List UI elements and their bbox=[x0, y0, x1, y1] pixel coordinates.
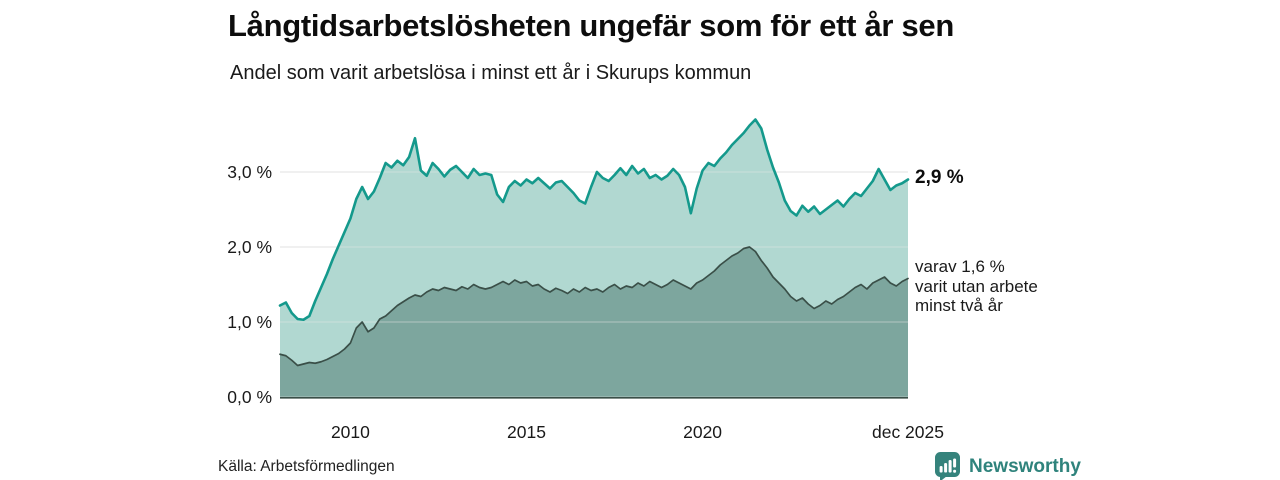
x-tick-label: 2020 bbox=[683, 422, 722, 442]
line-series-1 bbox=[279, 246, 909, 367]
page-subtitle: Andel som varit arbetslösa i minst ett å… bbox=[230, 62, 752, 84]
x-tick-label: dec 2025 bbox=[872, 422, 944, 442]
page-title: Långtidsarbetslösheten ungefär som för e… bbox=[228, 8, 955, 43]
x-tick-label: 2010 bbox=[331, 422, 370, 442]
y-tick-label: 1,0 % bbox=[227, 312, 272, 332]
x-tick-label: 2015 bbox=[507, 422, 546, 442]
line-series-0 bbox=[278, 118, 910, 322]
source-caption: Källa: Arbetsförmedlingen bbox=[218, 458, 395, 475]
subset-end-value-label: varav 1,6 % varit utan arbete minst två … bbox=[915, 257, 1038, 315]
newsworthy-logo: Newsworthy bbox=[934, 451, 1081, 480]
newsworthy-bar-chart-bubble-icon bbox=[935, 452, 960, 480]
y-tick-label: 2,0 % bbox=[227, 237, 272, 257]
total-end-value-label: 2,9 % bbox=[915, 167, 964, 188]
y-tick-label: 3,0 % bbox=[227, 162, 272, 182]
y-tick-label: 0,0 % bbox=[227, 387, 272, 407]
newsworthy-wordmark: Newsworthy bbox=[969, 455, 1081, 477]
